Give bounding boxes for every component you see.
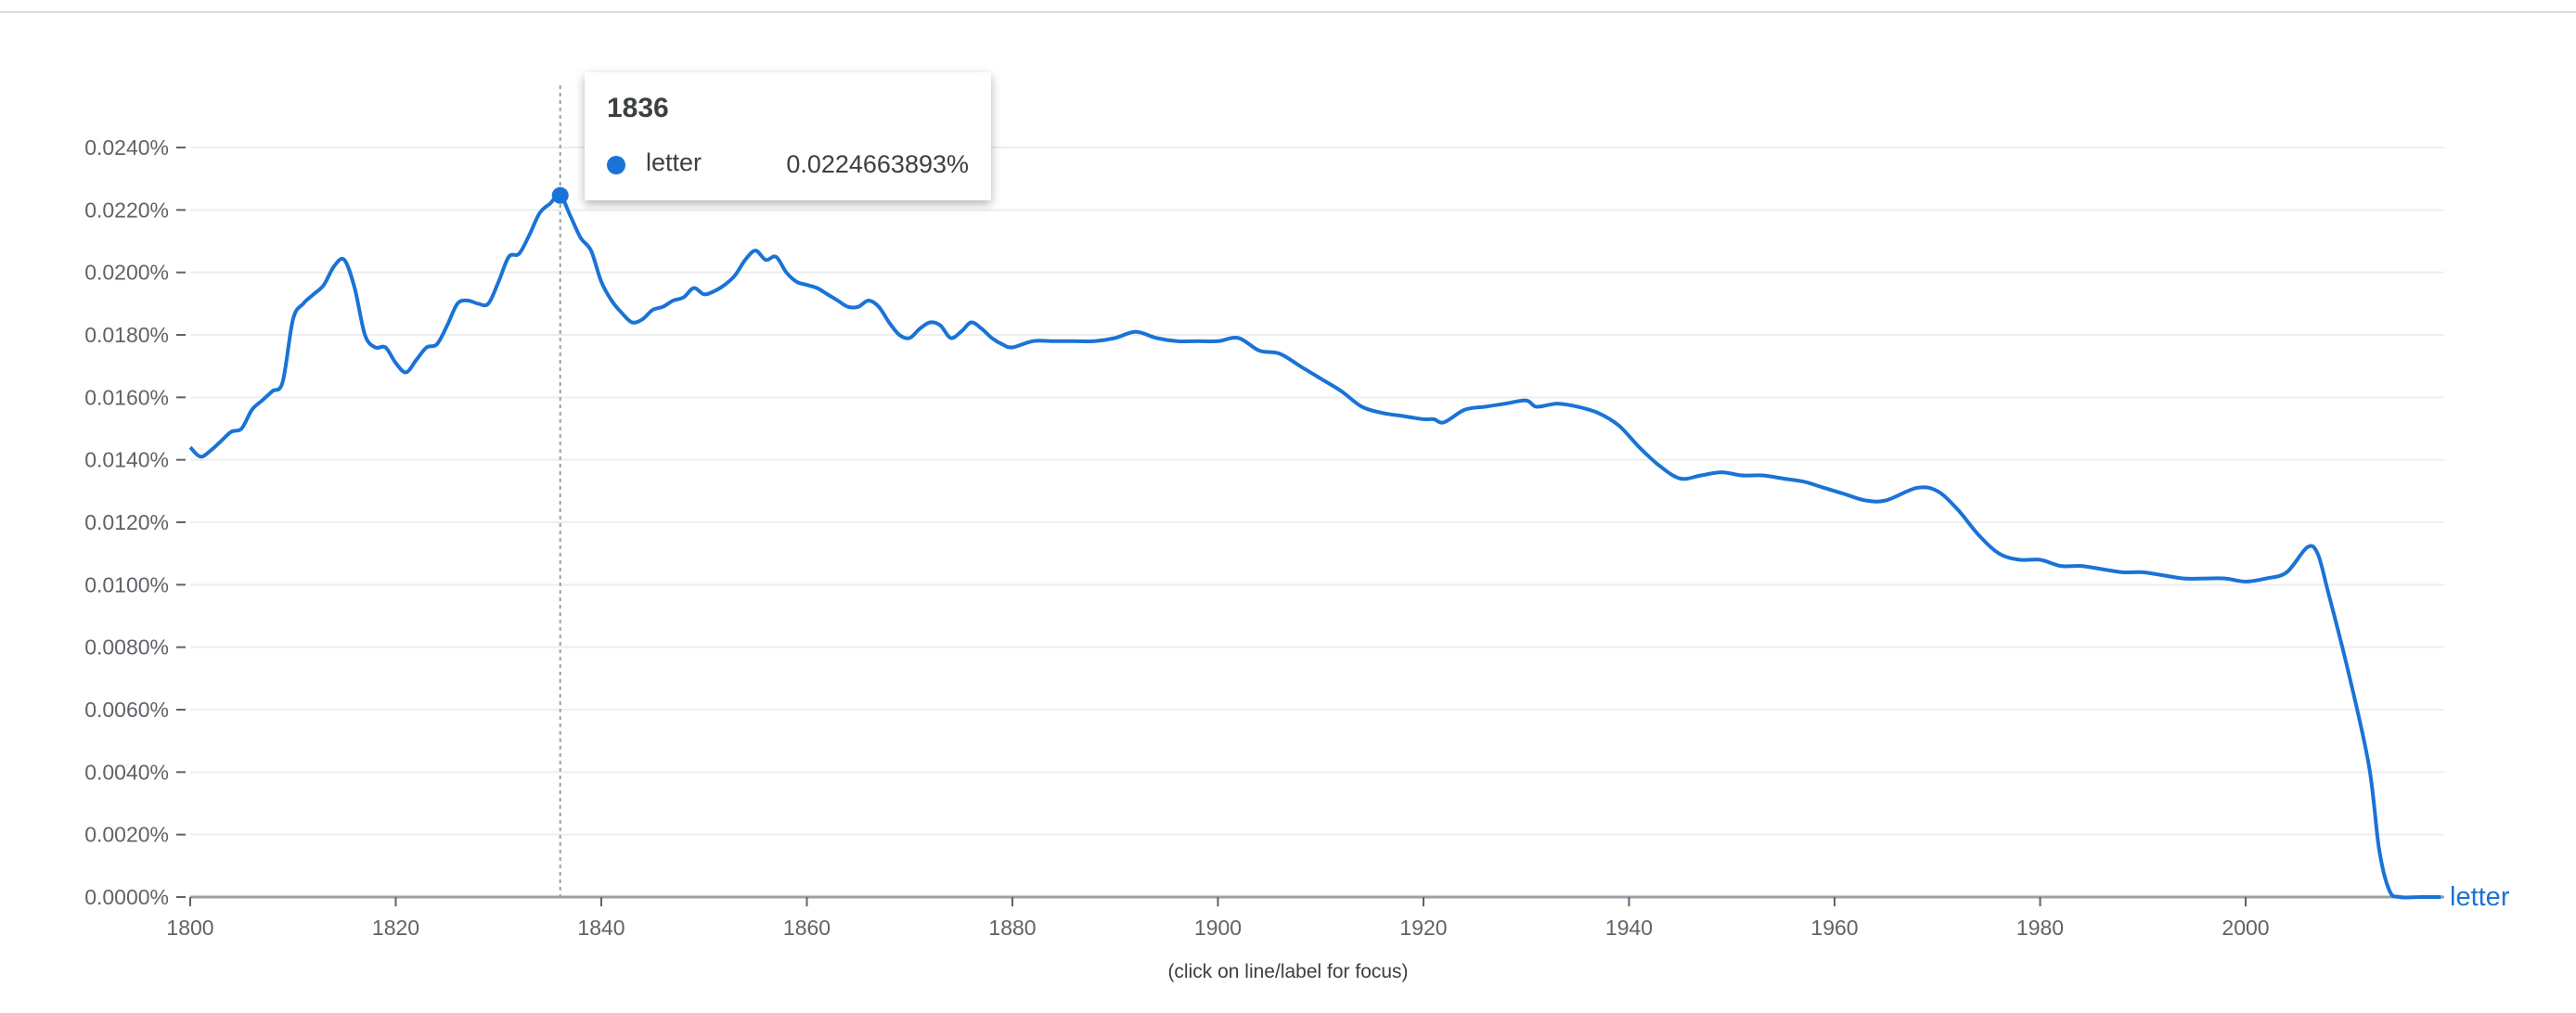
hover-point	[551, 186, 569, 204]
x-tick-label: 2000	[2222, 916, 2269, 940]
x-tick-label: 1820	[372, 916, 419, 940]
x-tick-label: 1860	[783, 916, 831, 940]
y-tick-label: 0.0200%	[84, 261, 169, 285]
y-tick-label: 0.0080%	[84, 635, 169, 660]
series-line-letter[interactable]	[188, 193, 2441, 900]
y-tick-label: 0.0180%	[84, 323, 169, 347]
y-tick-label: 0.0220%	[84, 198, 169, 222]
x-tick-label: 1800	[166, 916, 213, 940]
y-tick-label: 0.0060%	[84, 698, 169, 722]
top-divider	[0, 11, 2576, 13]
y-tick-label: 0.0120%	[84, 510, 169, 534]
focus-hint: (click on line/label for focus)	[1167, 961, 1409, 982]
tooltip-year: 1836	[607, 93, 669, 123]
y-tick-label: 0.0240%	[84, 135, 169, 160]
y-tick-label: 0.0040%	[84, 760, 169, 784]
y-tick-label: 0.0020%	[84, 823, 169, 847]
legend-dot-icon	[607, 156, 625, 174]
series-end-label[interactable]: letter	[2450, 882, 2510, 912]
tooltip-value: 0.0224663893%	[786, 150, 969, 178]
x-tick-label: 1840	[577, 916, 625, 940]
x-tick-label: 1920	[1399, 916, 1447, 940]
x-tick-label: 1880	[988, 916, 1036, 940]
tooltip-series-name: letter	[646, 148, 702, 176]
tooltip: 1836 letter 0.0224663893%	[585, 72, 991, 200]
x-tick-label: 1960	[1810, 916, 1858, 940]
y-tick-label: 0.0160%	[84, 385, 169, 409]
y-tick-label: 0.0100%	[84, 572, 169, 596]
x-tick-label: 1940	[1605, 916, 1653, 940]
x-tick-label: 1980	[2016, 916, 2064, 940]
y-tick-label: 0.0000%	[84, 885, 169, 909]
y-tick-label: 0.0140%	[84, 448, 169, 472]
x-tick-label: 1900	[1194, 916, 1242, 940]
